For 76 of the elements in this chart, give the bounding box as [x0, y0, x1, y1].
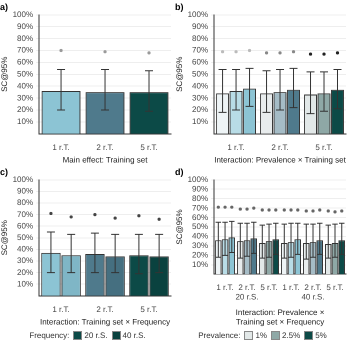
x-tick-label: 2 r.T.: [271, 142, 289, 152]
y-tick-label: 80%: [192, 34, 208, 43]
y-axis-title: SC@95%: [175, 56, 184, 92]
y-tick-label: 80%: [192, 194, 208, 203]
y-tick-label: 20%: [17, 268, 34, 277]
x-tick-label: 1 r.T.: [282, 283, 300, 292]
chart-title: d): [175, 166, 184, 177]
y-tick-label: 70%: [17, 46, 34, 55]
y-tick-label: 20%: [17, 105, 34, 114]
y-tick-label: 80%: [17, 34, 34, 43]
y-tick-label: 40%: [192, 232, 208, 241]
y-tick-label: 60%: [192, 212, 208, 222]
y-tick-label: 50%: [192, 70, 208, 79]
legend-label: 1%: [255, 330, 267, 340]
text: 40 r.S.: [301, 292, 325, 302]
y-tick-label: 40%: [17, 244, 34, 254]
text: 20 r.S.: [235, 292, 259, 302]
y-tick-label: 30%: [192, 241, 208, 250]
legend-label: 40 r.S.: [122, 330, 146, 340]
y-tick-label: 60%: [192, 58, 208, 67]
y-tick-label: 40%: [192, 81, 208, 90]
y-tick-label: 100%: [12, 10, 34, 20]
x-tick-label: 5 r.T.: [315, 142, 333, 152]
y-tick-label: 50%: [17, 233, 34, 242]
y-tick-label: 20%: [192, 105, 208, 114]
legend-label: 20 r.S.: [84, 330, 108, 340]
y-tick-label: 90%: [17, 22, 34, 31]
y-tick-label: 30%: [17, 256, 34, 266]
legend-label: 2.5%: [282, 330, 300, 340]
x-tick-label: 2 r.T.: [96, 142, 114, 152]
x-tick-label: 1 r.T.: [52, 304, 70, 314]
x-tick-label: 5 r.T.: [140, 142, 158, 152]
chart-title: b): [175, 2, 184, 12]
x-axis-title: Interaction: Training set × Frequency: [40, 317, 170, 326]
y-tick-label: 70%: [192, 46, 208, 55]
y-tick-label: 30%: [192, 93, 208, 102]
y-tick-label: 10%: [192, 260, 208, 269]
x-tick-label: 2 r.T.: [96, 304, 114, 314]
y-axis-title: SC@95%: [175, 209, 184, 245]
y-tick-label: 50%: [192, 222, 208, 232]
legend-label: 5%: [315, 330, 327, 340]
y-tick-label: 100%: [12, 175, 34, 184]
y-tick-label: 10%: [17, 279, 34, 288]
y-tick-label: 90%: [192, 184, 208, 194]
y-axis-title: SC@95%: [0, 56, 10, 92]
y-tick-label: 20%: [192, 250, 208, 260]
y-tick-label: 80%: [17, 198, 34, 208]
chart-title: c): [0, 166, 8, 177]
y-tick-label: 70%: [17, 210, 34, 219]
y-tick-label: 60%: [17, 221, 34, 230]
y-tick-label: 10%: [192, 117, 208, 126]
x-tick-label: 1 r.T.: [227, 142, 245, 152]
y-tick-label: 100%: [188, 175, 208, 184]
y-tick-label: 10%: [17, 117, 34, 126]
x-axis-title: Interaction: Prevalence × Training set × Frequency: [236, 308, 325, 326]
y-tick-label: 70%: [192, 203, 208, 212]
x-axis-title: Interaction: Prevalence × Training set: [214, 155, 347, 164]
y-tick-label: 30%: [17, 93, 34, 102]
y-axis-title: SC@95%: [0, 220, 10, 256]
y-tick-label: 90%: [192, 22, 208, 31]
y-tick-label: 100%: [188, 10, 208, 20]
y-tick-label: 50%: [17, 70, 34, 79]
x-tick-label: 5 r.T.: [260, 283, 278, 292]
y-tick-label: 90%: [17, 186, 34, 196]
y-tick-label: 60%: [17, 58, 34, 67]
x-tick-label: 1 r.T.: [216, 283, 234, 292]
legend-title: Frequency:: [29, 330, 70, 340]
x-tick-label: 1 r.T.: [52, 142, 70, 152]
x-tick-label: 5 r.T.: [326, 283, 344, 292]
x-tick-label: 2 r.T.: [304, 283, 322, 292]
legend-title: Prevalence:: [198, 330, 240, 340]
x-axis-title: Main effect: Training set: [62, 155, 148, 164]
x-tick-label: 5 r.T.: [140, 304, 158, 314]
y-tick-label: 40%: [17, 81, 34, 90]
chart-title: a): [0, 2, 8, 12]
x-tick-label: 2 r.T.: [238, 283, 256, 292]
